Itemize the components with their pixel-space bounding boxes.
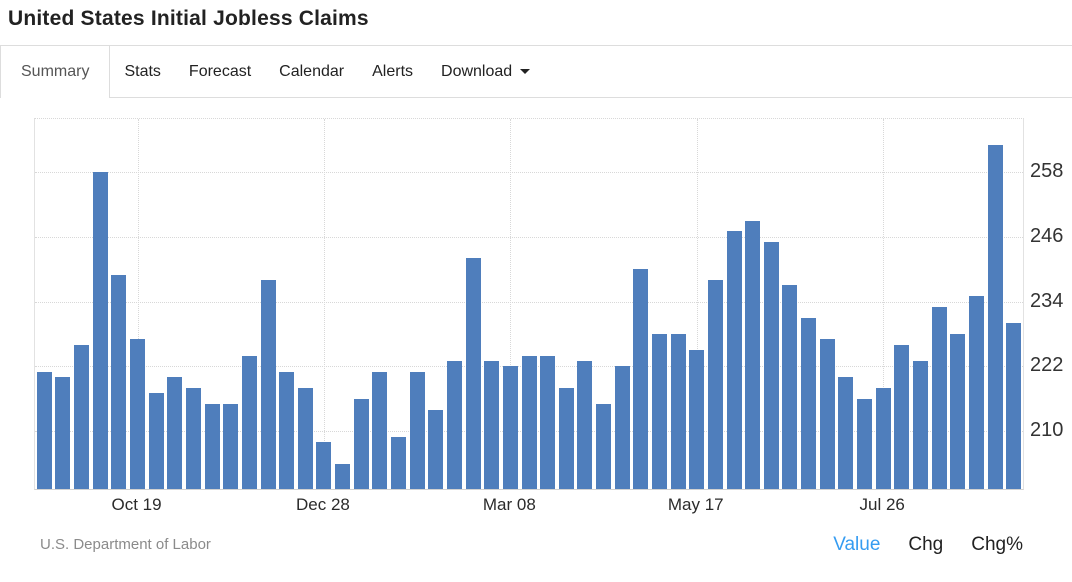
bar[interactable] bbox=[558, 388, 574, 489]
chgpct-link[interactable]: Chg% bbox=[971, 534, 1023, 555]
source-label: U.S. Department of Labor bbox=[40, 536, 211, 553]
tab-download[interactable]: Download bbox=[427, 46, 544, 97]
bar[interactable] bbox=[372, 371, 388, 489]
bar[interactable] bbox=[614, 366, 630, 489]
tab-summary-label: Summary bbox=[21, 63, 90, 80]
y-gridline bbox=[35, 171, 1023, 173]
x-gridline bbox=[510, 119, 512, 489]
bar[interactable] bbox=[875, 388, 891, 489]
bar[interactable] bbox=[223, 404, 239, 489]
y-axis-label: 258 bbox=[1030, 159, 1064, 182]
bar[interactable] bbox=[745, 220, 761, 489]
x-axis-label: Jul 26 bbox=[859, 495, 905, 514]
tab-stats[interactable]: Stats bbox=[110, 46, 174, 97]
tab-download-label: Download bbox=[441, 62, 513, 80]
bar[interactable] bbox=[707, 279, 723, 489]
bar[interactable] bbox=[857, 398, 873, 489]
bar[interactable] bbox=[428, 409, 444, 489]
bar[interactable] bbox=[36, 371, 52, 489]
bar[interactable] bbox=[241, 355, 257, 489]
x-axis-label: May 17 bbox=[667, 495, 724, 514]
bar[interactable] bbox=[391, 436, 406, 489]
tab-alerts[interactable]: Alerts bbox=[358, 46, 427, 97]
bar[interactable] bbox=[167, 377, 183, 489]
bar[interactable] bbox=[297, 388, 313, 489]
x-gridline bbox=[696, 119, 698, 489]
bar[interactable] bbox=[633, 269, 649, 489]
bar[interactable] bbox=[577, 361, 593, 489]
tab-alerts-label: Alerts bbox=[372, 62, 414, 80]
bar[interactable] bbox=[1006, 323, 1022, 489]
x-gridline bbox=[883, 119, 885, 489]
bar[interactable] bbox=[260, 279, 276, 489]
bar[interactable] bbox=[335, 463, 351, 489]
page-title: United States Initial Jobless Claims bbox=[8, 7, 369, 30]
y-axis-label: 222 bbox=[1030, 354, 1064, 377]
bar[interactable] bbox=[819, 339, 835, 489]
bar[interactable] bbox=[130, 339, 146, 489]
bar[interactable] bbox=[74, 344, 90, 489]
x-gridline bbox=[323, 119, 325, 489]
bar[interactable] bbox=[540, 355, 556, 489]
bar[interactable] bbox=[92, 171, 108, 489]
bar[interactable] bbox=[838, 377, 854, 489]
y-axis-label: 234 bbox=[1030, 289, 1064, 312]
bar[interactable] bbox=[279, 371, 295, 489]
bar[interactable] bbox=[484, 361, 500, 489]
chart: 210 222 234 246 258 Oct 19 Dec 28 Mar 08 May 17 J… bbox=[0, 97, 1072, 525]
bar[interactable] bbox=[931, 306, 947, 489]
tab-forecast-label: Forecast bbox=[188, 62, 252, 80]
bar[interactable] bbox=[689, 350, 705, 489]
bar[interactable] bbox=[465, 258, 481, 489]
bar[interactable] bbox=[894, 344, 910, 489]
y-gridline bbox=[35, 236, 1023, 238]
bar[interactable] bbox=[968, 296, 984, 489]
chevron-down-icon bbox=[520, 69, 531, 74]
tab-summary[interactable]: Summary bbox=[0, 46, 111, 98]
bar[interactable] bbox=[651, 333, 667, 489]
y-axis-label: 210 bbox=[1030, 419, 1064, 442]
bar[interactable] bbox=[353, 398, 369, 489]
series-mode-links: Value Chg Chg% bbox=[833, 534, 1023, 556]
header: United States Initial Jobless Claims bbox=[0, 0, 1072, 46]
tab-bar: Summary Stats Forecast Calendar Alerts D… bbox=[0, 46, 1072, 98]
x-axis-label: Mar 08 bbox=[482, 495, 536, 514]
bar[interactable] bbox=[782, 285, 798, 489]
bar[interactable] bbox=[446, 361, 462, 489]
bar[interactable] bbox=[521, 355, 537, 489]
value-link[interactable]: Value bbox=[833, 534, 881, 555]
x-axis-label: Dec 28 bbox=[296, 495, 350, 514]
y-axis-label: 246 bbox=[1030, 224, 1064, 247]
y-gridline bbox=[35, 301, 1023, 303]
footer: U.S. Department of Labor Value Chg Chg% bbox=[0, 525, 1072, 582]
bar[interactable] bbox=[912, 361, 928, 489]
bar[interactable] bbox=[111, 274, 127, 489]
bar[interactable] bbox=[670, 333, 686, 489]
chg-link[interactable]: Chg bbox=[908, 534, 944, 555]
bar[interactable] bbox=[204, 404, 220, 489]
bar[interactable] bbox=[185, 388, 201, 489]
tab-calendar-label: Calendar bbox=[279, 62, 345, 80]
bar[interactable] bbox=[950, 333, 966, 489]
bar[interactable] bbox=[801, 317, 817, 489]
bar[interactable] bbox=[987, 144, 1003, 489]
x-gridline bbox=[137, 119, 139, 489]
plot-area bbox=[34, 118, 1024, 490]
bar[interactable] bbox=[55, 377, 71, 489]
bar[interactable] bbox=[726, 231, 742, 489]
bar[interactable] bbox=[409, 371, 425, 489]
x-axis-label: Oct 19 bbox=[111, 495, 162, 514]
bar[interactable] bbox=[148, 393, 164, 489]
tab-forecast[interactable]: Forecast bbox=[175, 46, 265, 97]
bar[interactable] bbox=[596, 404, 612, 489]
bar[interactable] bbox=[763, 242, 779, 489]
tab-stats-label: Stats bbox=[124, 62, 161, 80]
tab-calendar[interactable]: Calendar bbox=[265, 46, 358, 97]
bar[interactable] bbox=[316, 442, 332, 489]
bar[interactable] bbox=[502, 366, 518, 489]
